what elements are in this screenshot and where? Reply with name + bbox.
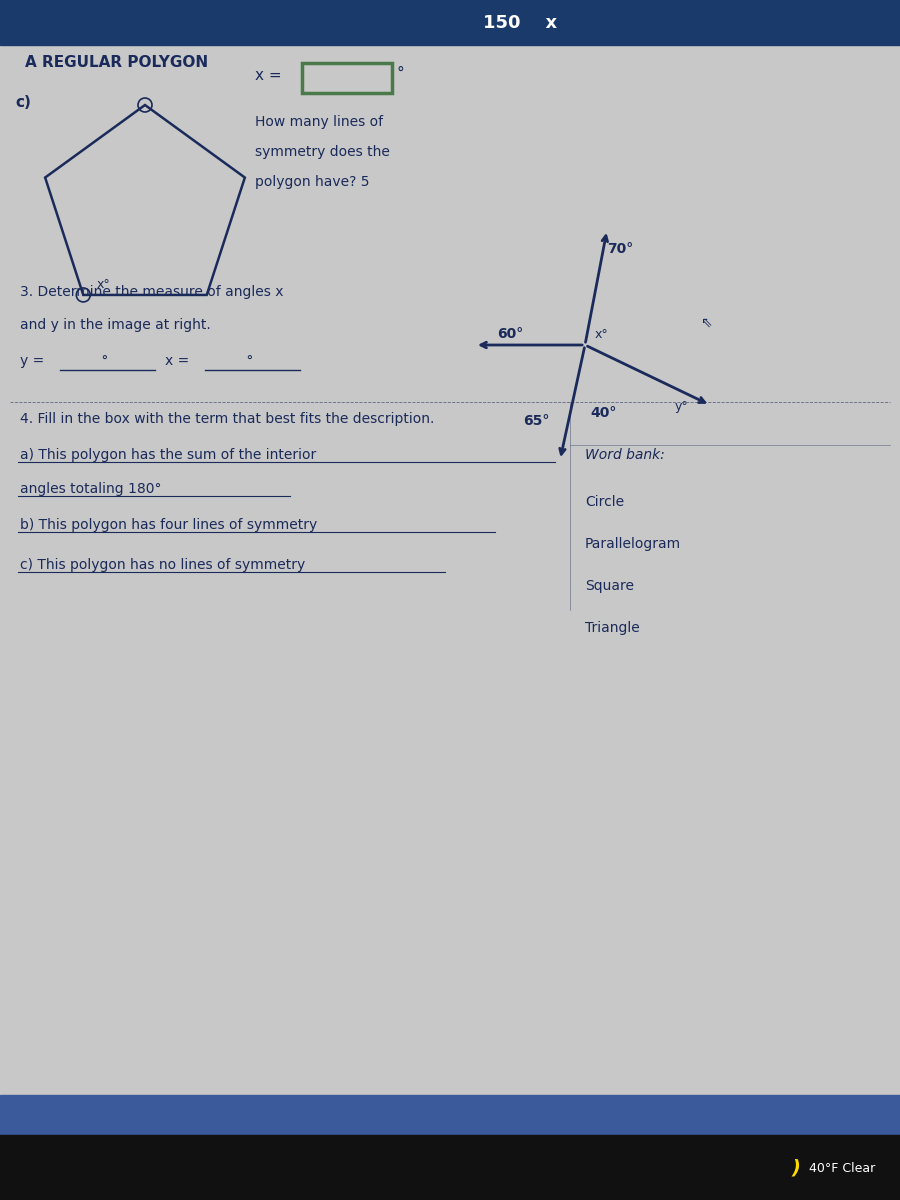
Text: symmetry does the: symmetry does the	[255, 145, 390, 158]
Text: °: °	[397, 66, 405, 80]
Text: a) This polygon has the sum of the interior: a) This polygon has the sum of the inter…	[20, 448, 316, 462]
Text: °: °	[207, 354, 254, 368]
Bar	[0, 1135, 900, 1200]
Text: 4. Fill in the box with the term that best fits the description.: 4. Fill in the box with the term that be…	[20, 412, 435, 426]
Text: x =: x =	[255, 68, 282, 83]
Text: angles totaling 180°: angles totaling 180°	[20, 482, 161, 496]
Text: x°: x°	[595, 328, 608, 341]
Text: Triangle: Triangle	[585, 622, 640, 635]
Text: Circle: Circle	[585, 494, 624, 509]
Text: 65°: 65°	[523, 414, 549, 428]
Text: polygon have? 5: polygon have? 5	[255, 175, 370, 188]
Text: ⇖: ⇖	[700, 316, 712, 330]
Text: 40°: 40°	[590, 406, 616, 420]
Text: Parallelogram: Parallelogram	[585, 538, 681, 551]
Bar	[302, 62, 392, 92]
Text: 3. Determine the measure of angles x: 3. Determine the measure of angles x	[20, 284, 284, 299]
Text: 60°: 60°	[497, 326, 523, 341]
Bar	[0, 1094, 900, 1135]
Bar	[0, 0, 900, 44]
Text: Word bank:: Word bank:	[585, 448, 665, 462]
Text: y =: y =	[20, 354, 44, 368]
Text: y°: y°	[675, 400, 688, 413]
Text: How many lines of: How many lines of	[255, 115, 383, 128]
Text: °: °	[62, 354, 108, 368]
Text: ): )	[791, 1158, 800, 1177]
Text: c) This polygon has no lines of symmetry: c) This polygon has no lines of symmetry	[20, 558, 305, 572]
Text: 150    x: 150 x	[483, 14, 557, 32]
Text: 40°F Clear: 40°F Clear	[809, 1162, 875, 1175]
Text: c): c)	[15, 95, 31, 110]
Text: and y in the image at right.: and y in the image at right.	[20, 318, 211, 332]
Text: b) This polygon has four lines of symmetry: b) This polygon has four lines of symmet…	[20, 518, 317, 532]
Text: x =: x =	[165, 354, 189, 368]
Text: A REGULAR POLYGON: A REGULAR POLYGON	[25, 55, 208, 70]
Text: 70°: 70°	[607, 242, 634, 256]
Text: x°: x°	[96, 278, 110, 290]
Text: Square: Square	[585, 578, 634, 593]
